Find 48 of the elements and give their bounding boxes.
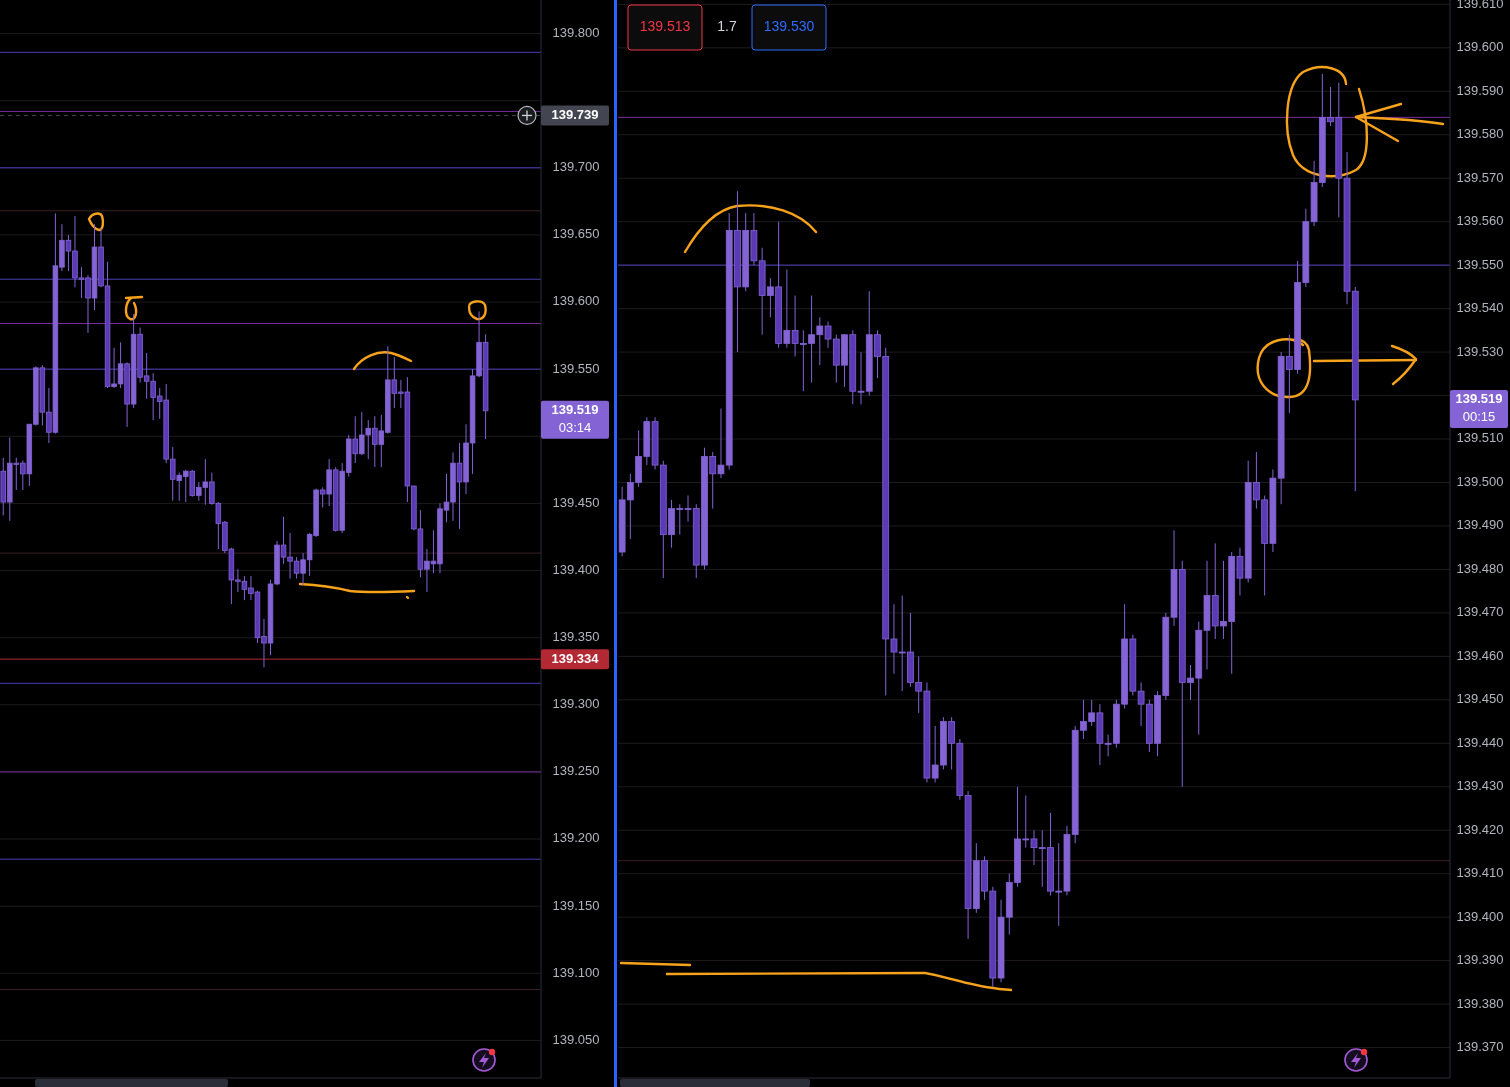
annotation: 139.513 — [639, 18, 691, 35]
ref-line-label: 139.334 — [551, 650, 600, 666]
y-tick-label: 139.300 — [552, 696, 600, 712]
text: 00:15 — [1462, 409, 1496, 425]
y-tick-label: 139.050 — [552, 1031, 600, 1047]
y-tick-label: 139.450 — [1456, 691, 1504, 707]
y-tick-label: 139.420 — [1456, 821, 1504, 837]
y-tick-label: 139.480 — [1456, 560, 1504, 576]
y-tick-label: 139.400 — [1456, 908, 1504, 924]
y-tick-label: 139.410 — [1456, 865, 1504, 881]
y-tick-label: 139.490 — [1456, 517, 1504, 533]
text: 139.519 — [1455, 391, 1503, 407]
y-tick-label: 139.430 — [1456, 778, 1504, 794]
y-tick-label: 139.370 — [1456, 1039, 1504, 1055]
y-tick-label: 139.800 — [552, 25, 600, 40]
y-tick-label: 139.600 — [552, 293, 600, 309]
y-tick-label: 139.570 — [1456, 169, 1504, 185]
y-tick-label: 139.500 — [1456, 473, 1504, 489]
y-tick-label: 139.510 — [1456, 430, 1504, 446]
text: 139.519 — [551, 402, 599, 418]
y-tick-label: 139.530 — [1456, 343, 1504, 359]
y-tick-label: 139.200 — [552, 830, 600, 846]
y-tick-label: 139.100 — [552, 964, 600, 980]
y-tick-label: 139.460 — [1456, 647, 1504, 663]
y-tick-label: 139.380 — [1456, 995, 1504, 1011]
y-tick-label: 139.390 — [1456, 952, 1504, 968]
y-tick-label: 139.590 — [1456, 82, 1504, 98]
annotation: 139.530 — [763, 18, 815, 35]
y-tick-label: 139.250 — [552, 763, 600, 779]
y-tick-label: 139.400 — [552, 561, 600, 577]
y-tick-label: 139.450 — [552, 494, 600, 510]
y-tick-label: 139.550 — [1456, 256, 1504, 272]
y-tick-label: 139.560 — [1456, 213, 1504, 229]
y-tick-label: 139.440 — [1456, 734, 1504, 750]
y-tick-label: 139.650 — [552, 226, 600, 242]
ref-line-label: 139.739 — [551, 106, 599, 122]
y-tick-label: 139.350 — [552, 629, 600, 645]
y-tick-label: 139.550 — [552, 360, 600, 376]
y-tick-label: 139.700 — [552, 159, 600, 175]
y-tick-label: 139.580 — [1456, 126, 1504, 142]
annotation: 1.7 — [717, 18, 737, 35]
y-tick-label: 139.600 — [1456, 39, 1504, 55]
y-tick-label: 139.470 — [1456, 604, 1504, 620]
y-tick-label: 139.540 — [1456, 300, 1504, 316]
price-button: 139.530 — [751, 4, 827, 51]
price-button: 139.513 — [627, 4, 703, 51]
y-tick-label: 139.150 — [552, 897, 600, 913]
text: 03:14 — [558, 420, 592, 436]
